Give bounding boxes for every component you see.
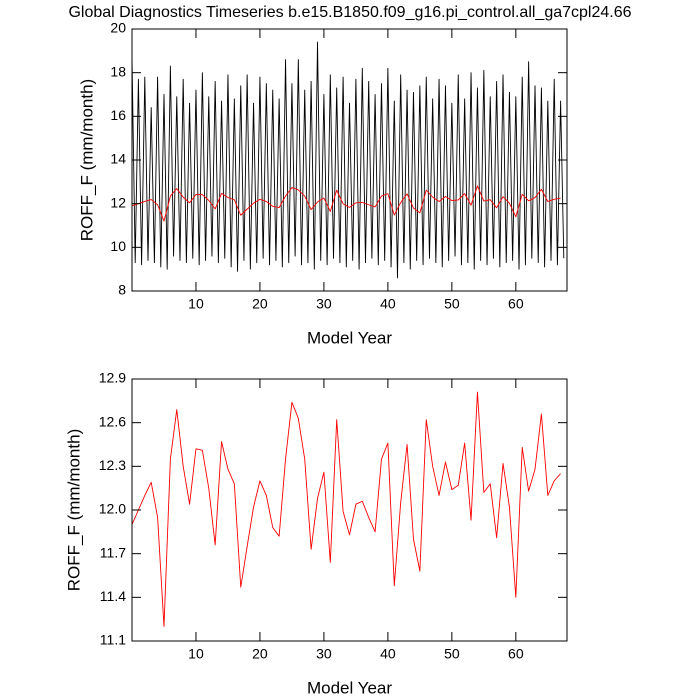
y-tick-label: 12.6 bbox=[99, 413, 126, 429]
x-tick-label: 40 bbox=[380, 296, 396, 312]
x-tick-label: 20 bbox=[252, 646, 268, 662]
y-tick-label: 12.9 bbox=[99, 370, 126, 386]
y-tick-label: 14 bbox=[110, 151, 126, 167]
y-tick-label: 12.0 bbox=[99, 501, 126, 517]
chart-title: Global Diagnostics Timeseries b.e15.B185… bbox=[68, 4, 631, 21]
y-axis-label: ROFF_F (mm/month) bbox=[77, 79, 96, 241]
y-tick-label: 12.3 bbox=[99, 457, 126, 473]
y-tick-label: 11.1 bbox=[100, 632, 126, 648]
x-tick-label: 60 bbox=[508, 296, 524, 312]
data-line bbox=[131, 391, 561, 627]
x-tick-label: 30 bbox=[316, 646, 332, 662]
x-tick-label: 10 bbox=[188, 646, 204, 662]
x-axis-label: Model Year bbox=[307, 678, 392, 697]
y-tick-label: 11.4 bbox=[100, 588, 126, 604]
x-tick-label: 50 bbox=[444, 646, 460, 662]
x-tick-label: 60 bbox=[508, 646, 524, 662]
x-tick-label: 40 bbox=[380, 646, 396, 662]
y-tick-label: 10 bbox=[110, 238, 126, 254]
x-tick-label: 10 bbox=[188, 296, 204, 312]
y-tick-label: 11.7 bbox=[100, 544, 126, 560]
x-tick-label: 50 bbox=[444, 296, 460, 312]
y-tick-label: 20 bbox=[110, 20, 126, 36]
data-line bbox=[131, 41, 565, 279]
y-tick-label: 12 bbox=[110, 194, 126, 210]
y-axis-label: ROFF_F (mm/month) bbox=[64, 429, 83, 591]
x-tick-label: 20 bbox=[252, 296, 268, 312]
plot-frame bbox=[131, 378, 568, 642]
x-axis-label: Model Year bbox=[307, 328, 392, 347]
x-tick-label: 30 bbox=[316, 296, 332, 312]
y-tick-label: 18 bbox=[110, 63, 126, 79]
data-line bbox=[131, 185, 561, 222]
y-tick-label: 16 bbox=[110, 107, 126, 123]
y-tick-label: 8 bbox=[118, 282, 126, 298]
plot-frame bbox=[131, 28, 568, 292]
